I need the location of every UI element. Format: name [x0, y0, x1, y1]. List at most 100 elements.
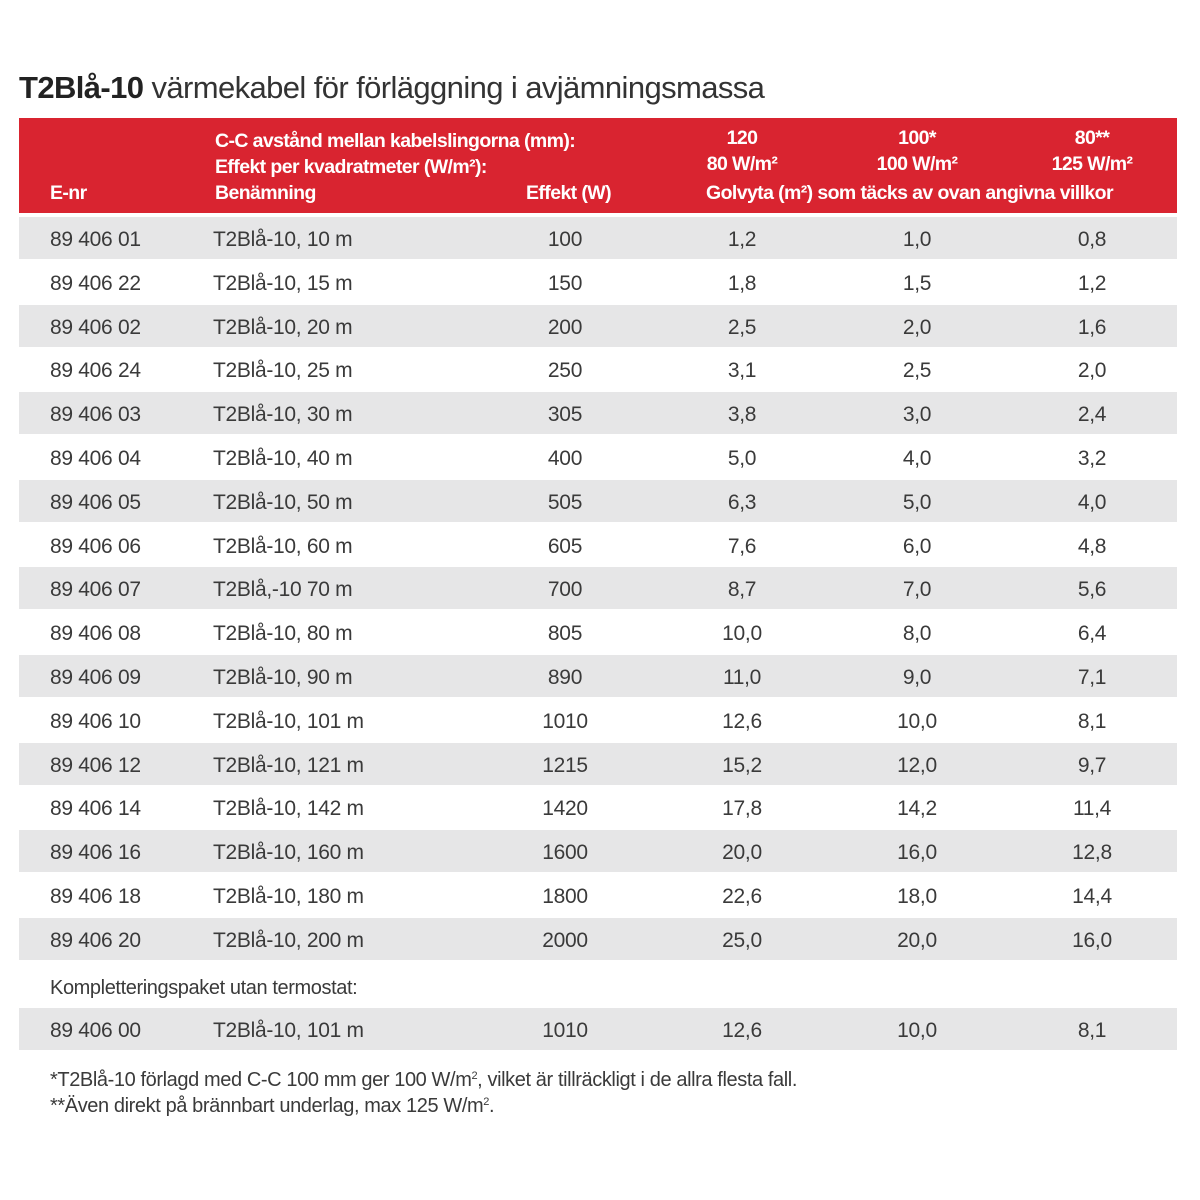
table-row: 89 406 16 T2Blå-10, 160 m 1600 20,0 16,0 12,8 [19, 830, 1177, 873]
table-row: 89 406 07 T2Blå,-10 70 m 700 8,7 7,0 5,6 [19, 567, 1177, 610]
cell-benamning: T2Blå-10, 80 m [213, 622, 353, 646]
table-row: 89 406 08 T2Blå-10, 80 m 805 10,0 8,0 6,4 [19, 611, 1177, 653]
cell-effekt: 200 [547, 315, 583, 339]
header-cc-label: C-C avstånd mellan kabelslingorna (mm): [215, 130, 576, 152]
header-cc-100: 100* [898, 127, 936, 149]
table-row: 89 406 02 T2Blå-10, 20 m 200 2,5 2,0 1,6 [19, 304, 1177, 347]
cell-benamning: T2Blå-10, 101 m [213, 709, 364, 733]
cell-effekt: 890 [547, 666, 583, 689]
table-row: 89 406 18 T2Blå-10, 180 m 1800 22,6 18,0 14,4 [19, 874, 1177, 916]
cell-enr: 89 406 20 [50, 928, 141, 952]
cell-effekt: 1010 [542, 709, 588, 733]
cell-enr: 89 406 18 [50, 885, 141, 908]
cell-area-120: 2,5 [727, 315, 757, 339]
cell-area-80: 1,2 [1077, 271, 1107, 295]
cell-effekt: 1800 [542, 885, 588, 908]
cell-area-100: 10,0 [897, 1019, 937, 1042]
cell-area-120: 12,6 [722, 1019, 762, 1042]
cell-enr: 89 406 00 [50, 1019, 141, 1042]
cell-enr: 89 406 04 [50, 447, 141, 470]
footnote-2-sup: 2 [483, 1096, 489, 1108]
cell-effekt: 100 [547, 228, 583, 251]
cell-benamning: T2Blå-10, 180 m [213, 885, 364, 908]
cell-area-100: 7,0 [902, 578, 932, 602]
cell-benamning: T2Blå-10, 121 m [213, 753, 364, 777]
cell-area-100: 14,2 [897, 797, 937, 821]
cell-area-100: 4,0 [902, 447, 932, 470]
table-row: 89 406 06 T2Blå-10, 60 m 605 7,6 6,0 4,8 [19, 524, 1177, 566]
cell-effekt: 1600 [542, 841, 588, 865]
cell-area-100: 3,0 [902, 403, 932, 427]
header-benamning: Benämning [215, 182, 316, 204]
header-enr: E-nr [50, 182, 87, 204]
cell-enr: 89 406 09 [50, 666, 141, 689]
cell-area-120: 17,8 [722, 797, 762, 821]
cell-benamning: T2Blå-10, 142 m [213, 797, 364, 821]
cell-area-80: 2,4 [1077, 403, 1107, 427]
cell-area-120: 5,0 [727, 447, 757, 470]
cell-effekt: 1420 [542, 797, 588, 821]
cell-area-80: 4,8 [1077, 534, 1107, 558]
cell-effekt: 150 [547, 271, 583, 295]
cell-enr: 89 406 03 [50, 403, 141, 427]
cell-area-100: 16,0 [897, 841, 937, 865]
cell-area-100: 2,5 [902, 359, 932, 383]
cell-effekt: 400 [547, 447, 583, 470]
cell-area-100: 1,5 [902, 271, 932, 295]
cell-enr: 89 406 08 [50, 622, 141, 646]
cell-effekt: 1010 [542, 1019, 588, 1042]
cell-benamning: T2Blå-10, 90 m [213, 666, 353, 689]
cell-area-100: 6,0 [902, 534, 932, 558]
table-row: 89 406 12 T2Blå-10, 121 m 1215 15,2 12,0 9,7 [19, 742, 1177, 785]
footnote-2-text: **Även direkt på brännbart underlag, max… [50, 1095, 484, 1117]
table-row: 89 406 10 T2Blå-10, 101 m 1010 12,6 10,0 8,1 [19, 699, 1177, 741]
footnote-1-sup: 2 [471, 1070, 478, 1082]
header-effekt: Effekt (W) [526, 182, 612, 204]
cell-area-120: 10,0 [722, 622, 762, 646]
cell-area-100: 9,0 [902, 666, 932, 689]
page-title: T2Blå-10 värmekabel för förläggning i av… [19, 70, 765, 106]
cell-enr: 89 406 06 [50, 534, 141, 558]
footnote-2: **Även direkt på brännbart underlag, max… [50, 1095, 495, 1118]
cell-area-100: 2,0 [902, 315, 932, 339]
cell-area-80: 7,1 [1077, 666, 1107, 689]
cell-area-80: 1,6 [1077, 315, 1107, 339]
cell-enr: 89 406 14 [50, 797, 141, 821]
cell-benamning: T2Blå-10, 15 m [213, 271, 353, 295]
header-wm2-100: 100 W/m² [876, 153, 958, 175]
header-wm2-125: 125 W/m² [1051, 153, 1133, 175]
cell-area-80: 11,4 [1072, 797, 1112, 821]
cell-benamning: T2Blå-10, 30 m [213, 403, 353, 427]
cell-effekt: 305 [547, 403, 583, 427]
cell-effekt: 805 [547, 622, 583, 646]
cell-area-100: 8,0 [902, 622, 932, 646]
cell-area-100: 18,0 [897, 885, 937, 908]
cell-area-120: 20,0 [722, 841, 762, 865]
table-row: 89 406 22 T2Blå-10, 15 m 150 1,8 1,5 1,2 [19, 261, 1177, 303]
cell-area-80: 5,6 [1077, 578, 1107, 602]
cell-enr: 89 406 01 [50, 228, 141, 251]
cell-area-80: 4,0 [1077, 490, 1107, 514]
cell-benamning: T2Blå-10, 50 m [213, 490, 353, 514]
cell-area-120: 22,6 [722, 885, 762, 908]
title-product: T2Blå-10 [19, 70, 144, 105]
cell-area-120: 1,8 [727, 271, 757, 295]
cell-benamning: T2Blå-10, 10 m [213, 228, 353, 251]
cell-enr: 89 406 05 [50, 490, 141, 514]
cell-area-80: 14,4 [1072, 885, 1112, 908]
cell-area-80: 3,2 [1077, 447, 1107, 470]
cell-effekt: 250 [547, 359, 583, 383]
cell-enr: 89 406 02 [50, 315, 141, 339]
table-row: 89 406 01 T2Blå-10, 10 m 100 1,2 1,0 0,8 [19, 217, 1177, 259]
cell-area-120: 15,2 [722, 753, 762, 777]
cell-area-80: 6,4 [1077, 622, 1107, 646]
cell-area-80: 0,8 [1077, 228, 1107, 251]
header-golvyta: Golvyta (m²) som täcks av ovan angivna v… [706, 182, 1114, 204]
table-row: 89 406 04 T2Blå-10, 40 m 400 5,0 4,0 3,2 [19, 436, 1177, 478]
cell-area-120: 6,3 [727, 490, 757, 514]
cell-area-80: 2,0 [1077, 359, 1107, 383]
footnote-1: *T2Blå-10 förlagd med C-C 100 mm ger 100… [50, 1069, 797, 1092]
cell-area-80: 8,1 [1077, 1019, 1107, 1042]
cell-area-120: 3,8 [727, 403, 757, 427]
cell-area-120: 3,1 [727, 359, 757, 383]
